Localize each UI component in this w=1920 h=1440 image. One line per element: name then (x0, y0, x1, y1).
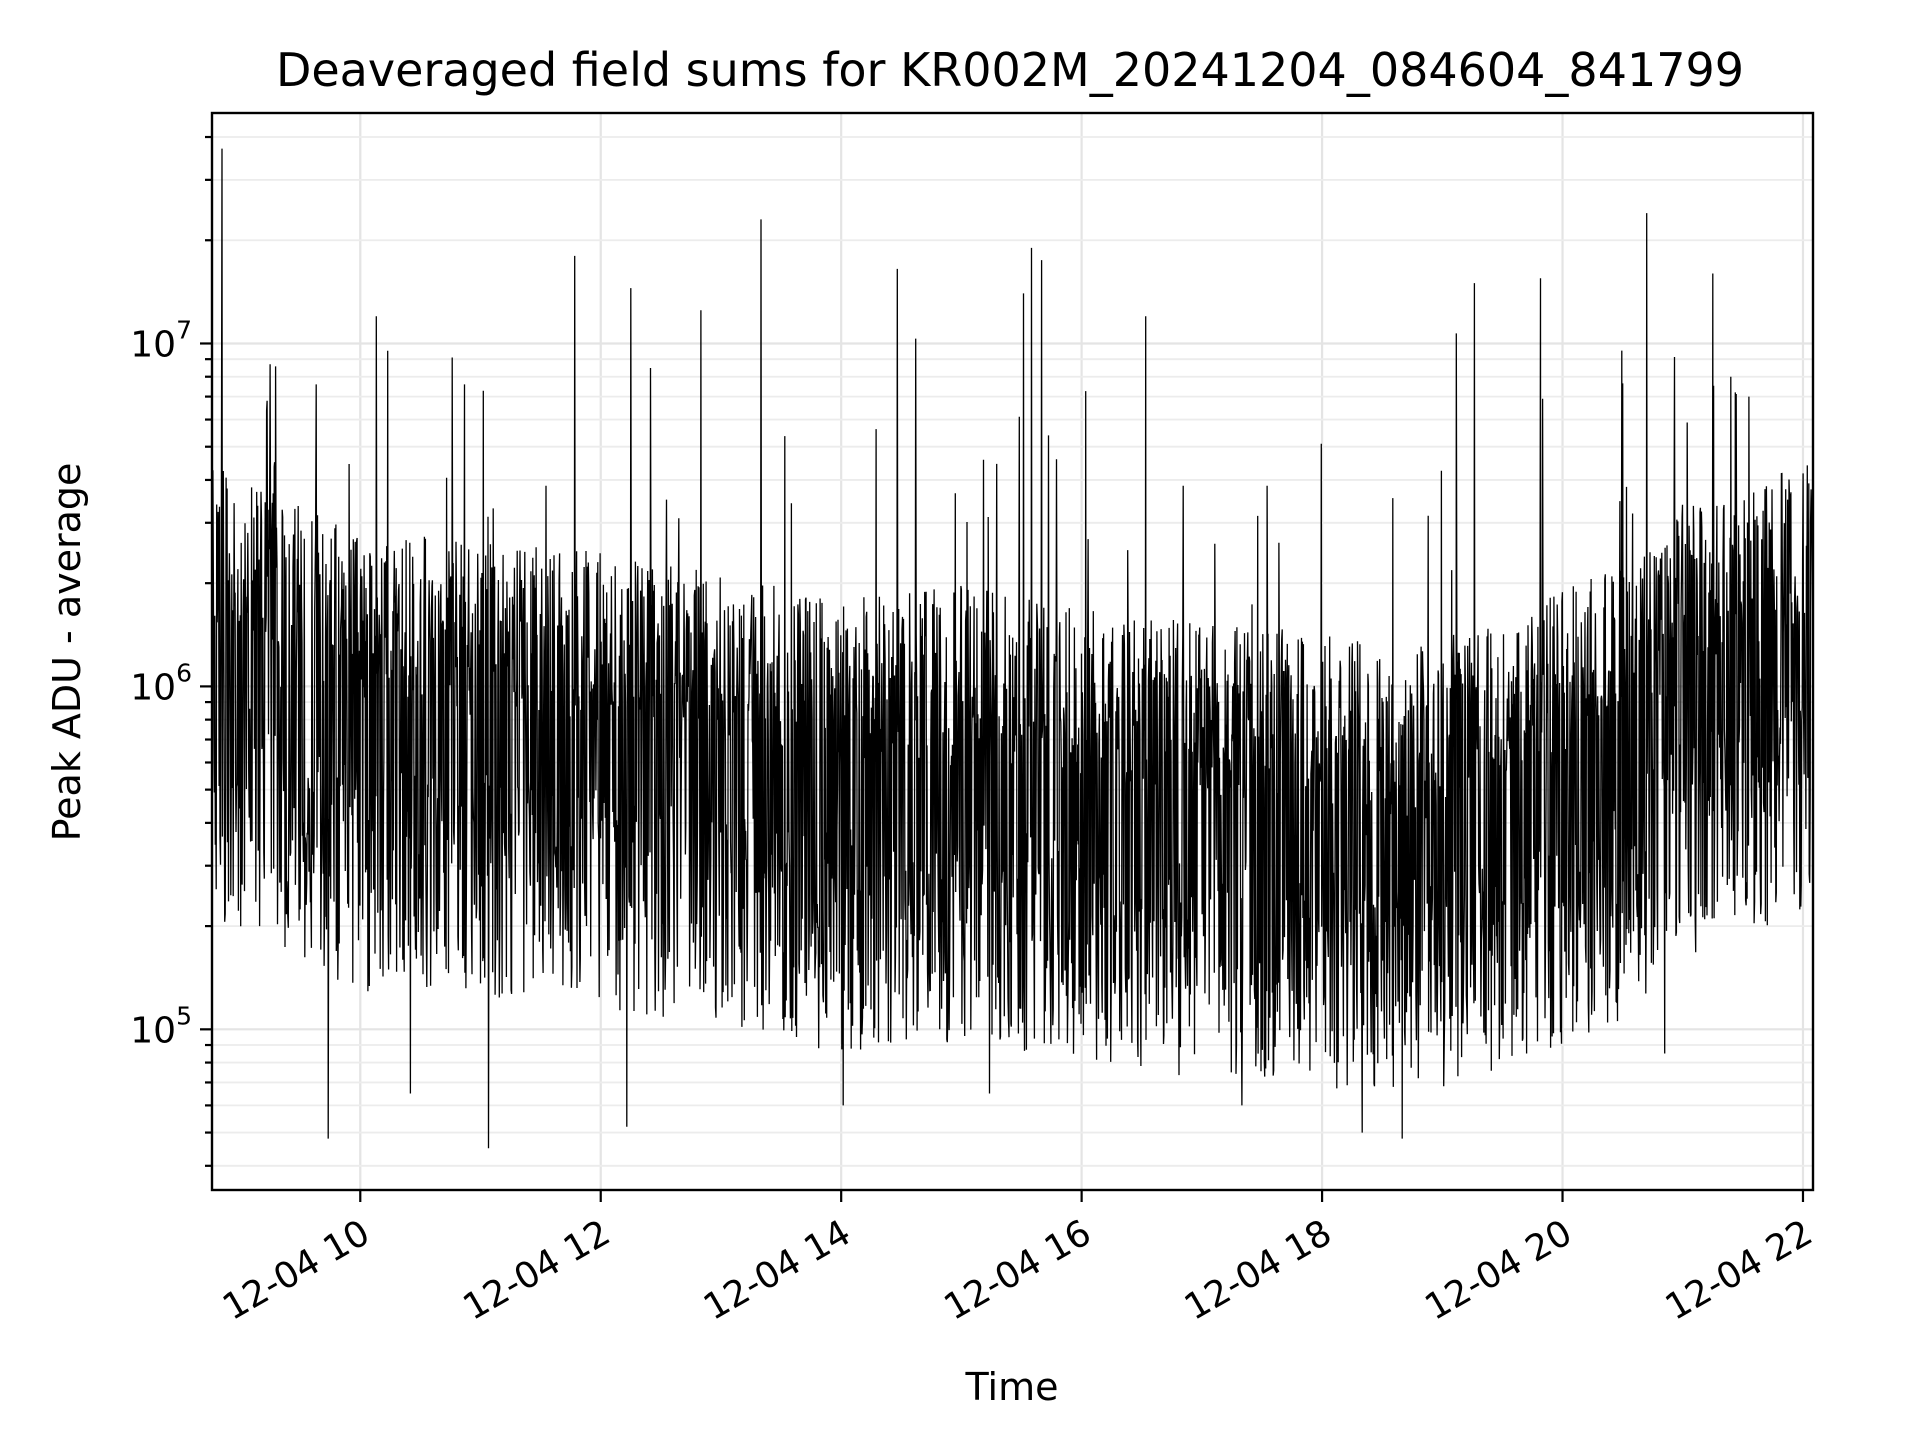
x-axis-label: Time (965, 1365, 1059, 1409)
x-tick-label: 12-04 20 (1418, 1212, 1579, 1328)
x-tick-label: 12-04 22 (1659, 1212, 1820, 1328)
x-tick-label: 12-04 10 (216, 1212, 377, 1328)
y-tick-label: 106 (130, 658, 192, 708)
x-tick-label: 12-04 16 (937, 1212, 1098, 1328)
plot-area (211, 148, 1814, 1149)
y-tick-label: 105 (130, 1001, 192, 1051)
x-tick-label: 12-04 14 (697, 1212, 858, 1328)
x-tick-label: 12-04 18 (1178, 1212, 1339, 1328)
y-tick-label: 107 (130, 315, 192, 365)
chart-title: Deaveraged field sums for KR002M_2024120… (276, 43, 1744, 97)
y-axis-label: Peak ADU - average (45, 463, 89, 842)
x-tick-label: 12-04 12 (457, 1212, 618, 1328)
series-line (211, 148, 1814, 1149)
plot-frame (210, 111, 1815, 1192)
y-axis: 105 106 107 (130, 135, 212, 1167)
x-axis: 12-04 10 12-04 12 12-04 14 12-04 16 12-04 18… (216, 1190, 1819, 1329)
